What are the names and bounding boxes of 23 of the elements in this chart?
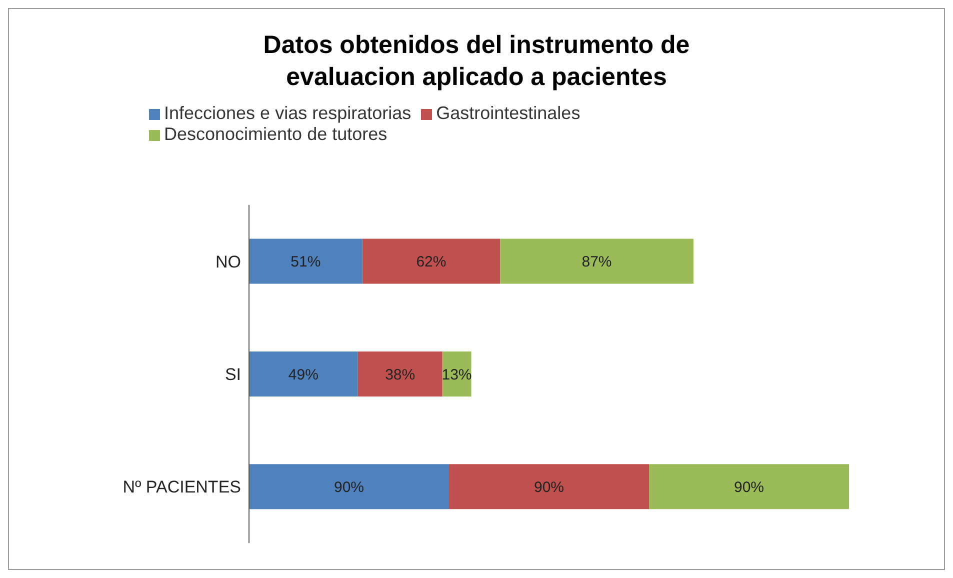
bar	[449, 464, 649, 510]
legend-label: Infecciones e vias respiratorias	[164, 103, 412, 123]
data-label: 87%	[582, 254, 612, 271]
bar	[249, 351, 358, 396]
data-label: 62%	[416, 254, 446, 271]
bar	[358, 351, 442, 396]
legend-label: Desconocimiento de tutores	[164, 124, 388, 144]
y-tick-label: Nº PACIENTES	[122, 478, 241, 497]
legend-label: Gastrointestinales	[436, 103, 580, 123]
y-tick-label: SI	[224, 365, 241, 384]
data-label: 90%	[334, 478, 364, 496]
data-label: 90%	[534, 478, 564, 496]
data-label: 38%	[385, 366, 416, 384]
chart-title: Datos obtenidos del instrumento de evaluacion aplicado a pacientes	[262, 30, 691, 93]
bar	[362, 238, 500, 284]
bar	[249, 238, 362, 284]
data-label: 51%	[290, 254, 321, 271]
data-label: 49%	[288, 366, 318, 384]
bar	[649, 464, 849, 510]
data-label: 90%	[734, 478, 764, 496]
y-tick-label: NO	[216, 252, 241, 272]
bar	[249, 464, 449, 510]
bar	[500, 238, 694, 284]
